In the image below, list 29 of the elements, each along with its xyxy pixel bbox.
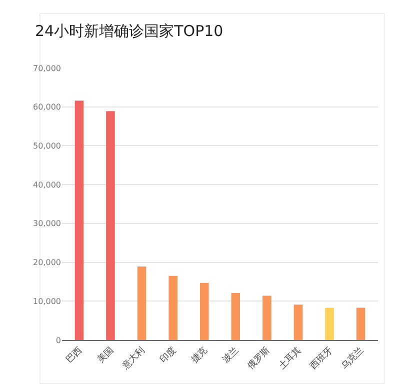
x-tick-label: 巴西 <box>64 346 85 366</box>
y-tick-label: 30,000 <box>33 219 61 228</box>
x-tick-label: 乌克兰 <box>339 344 366 372</box>
x-tick-label: 土耳其 <box>276 344 304 372</box>
y-tick-label: 60,000 <box>33 102 61 112</box>
bar <box>231 292 240 340</box>
chart-title: 24小时新增确诊国家TOP10 <box>35 22 224 40</box>
bar <box>294 304 303 340</box>
y-tick-label: 10,000 <box>33 296 61 306</box>
bar <box>262 296 272 340</box>
bar <box>137 266 146 340</box>
bar <box>74 100 84 340</box>
bar <box>168 276 178 340</box>
x-tick-label: 捷克 <box>189 344 210 366</box>
x-tick-label: 西班牙 <box>308 344 335 372</box>
y-tick-label: 50,000 <box>33 142 61 151</box>
bar <box>106 111 115 340</box>
y-tick-label: 20,000 <box>33 258 61 268</box>
bar <box>325 308 334 340</box>
x-tick-label: 美国 <box>95 344 116 366</box>
x-tick-label: 俄罗斯 <box>245 344 272 372</box>
bar <box>200 282 209 340</box>
x-tick-label: 波兰 <box>220 344 241 366</box>
x-tick-label: 印度 <box>158 344 178 366</box>
bar <box>356 308 366 340</box>
y-tick-label: 40,000 <box>33 180 61 190</box>
y-tick-label: 0 <box>56 336 61 345</box>
y-tick-label: 70,000 <box>33 64 61 73</box>
x-tick-label: 意大利 <box>120 344 148 372</box>
